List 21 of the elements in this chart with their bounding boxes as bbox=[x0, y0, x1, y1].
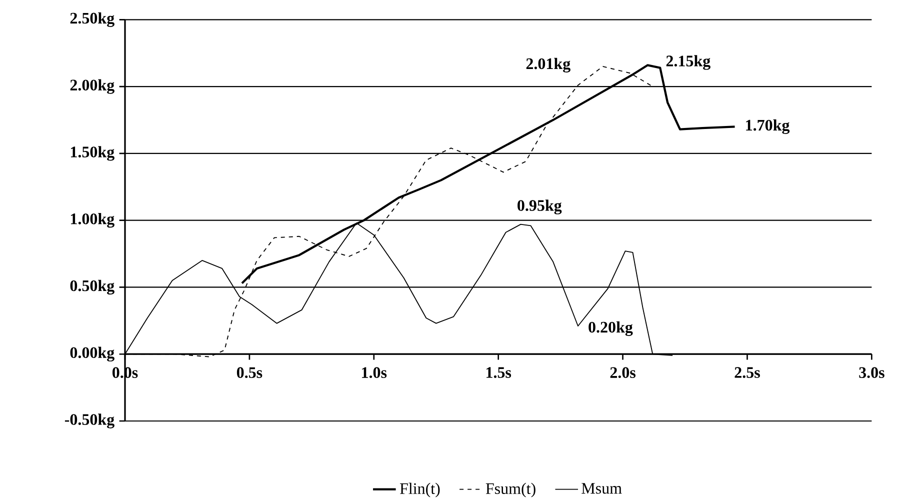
legend-label: Fsum(t) bbox=[486, 482, 536, 498]
y-tick-label: 2.00kg bbox=[70, 79, 114, 94]
legend-label: Msum bbox=[582, 482, 622, 494]
x-tick-label: 2.0s bbox=[610, 367, 636, 378]
y-tick-label: 0.50kg bbox=[70, 280, 114, 294]
x-tick-label: 1.0s bbox=[362, 367, 387, 378]
annotation: 2.15kg bbox=[666, 55, 710, 70]
y-tick-label: 1.00kg bbox=[70, 212, 114, 228]
x-tick-label: 2.5s bbox=[734, 367, 760, 378]
annotation: 1.70kg bbox=[746, 119, 790, 134]
x-tick-label: 3.0s bbox=[859, 367, 884, 378]
annotation: 0.20kg bbox=[588, 321, 633, 336]
y-tick-label: -0.50kg bbox=[64, 414, 114, 428]
y-tick-label: 0.00kg bbox=[70, 346, 114, 362]
legend-label: Flin(t) bbox=[400, 482, 440, 498]
y-tick-label: 1.50kg bbox=[70, 146, 114, 161]
x-tick-label: 1.5s bbox=[486, 367, 512, 378]
x-tick-label: 0.5s bbox=[236, 367, 262, 378]
annotation: 0.95kg bbox=[518, 200, 562, 214]
y-tick-label: 2.50kg bbox=[70, 12, 114, 27]
annotation: 2.01kg bbox=[526, 58, 570, 72]
